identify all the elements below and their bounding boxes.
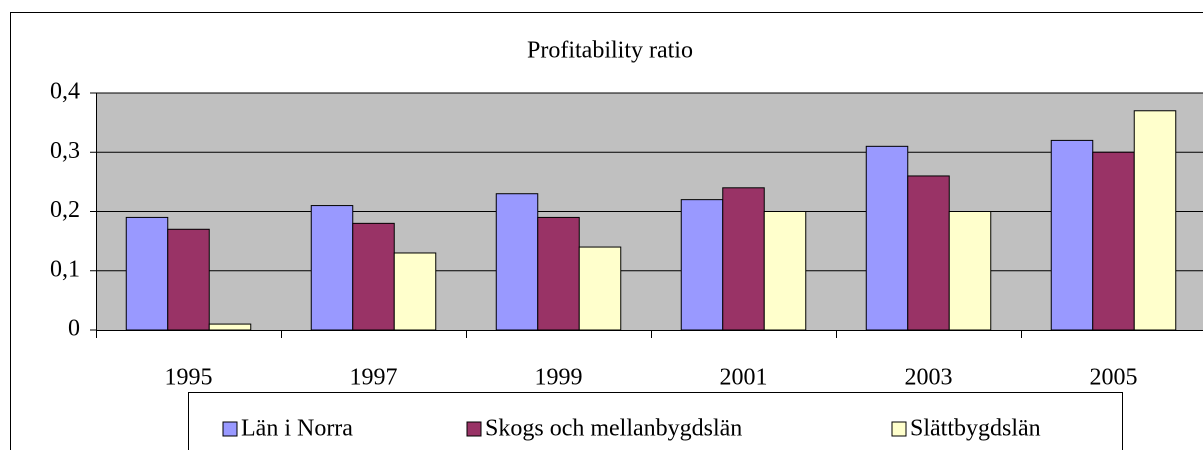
bar [722,187,765,331]
y-tick-label: 0,2 [50,197,80,223]
x-tick-label: 2005 [1090,365,1138,391]
bar [1050,139,1094,331]
bar [1092,151,1135,331]
bar [125,216,169,331]
bar [948,211,992,331]
chart-title: Profitability ratio [527,38,693,64]
bar [763,211,807,331]
y-tick-label: 0,1 [50,256,80,282]
bar [537,216,580,331]
bar [310,205,354,331]
legend-swatch [466,421,482,437]
y-tick-label: 0 [68,316,80,342]
x-tick-label: 1995 [165,365,213,391]
x-tick-label: 2003 [905,365,953,391]
x-tick-label: 2001 [720,365,768,391]
x-tick-label: 1999 [535,365,583,391]
legend-label: Skogs och mellanbygdslän [485,416,742,442]
x-tick-label: 1997 [350,365,398,391]
bar [393,252,437,331]
legend [188,392,1123,450]
bar [907,175,950,331]
bar [1133,110,1177,331]
y-tick-label: 0,3 [50,138,80,164]
bar [680,199,724,331]
bar [578,246,622,331]
bar [208,323,252,331]
bar [167,228,210,331]
legend-label: Slättbygdslän [910,416,1041,442]
legend-label: Län i Norra [241,416,353,442]
legend-swatch [891,421,907,437]
bar [495,193,539,331]
legend-swatch [222,421,238,437]
bar [352,222,395,331]
y-tick-label: 0,4 [50,79,80,105]
bar [865,145,909,331]
